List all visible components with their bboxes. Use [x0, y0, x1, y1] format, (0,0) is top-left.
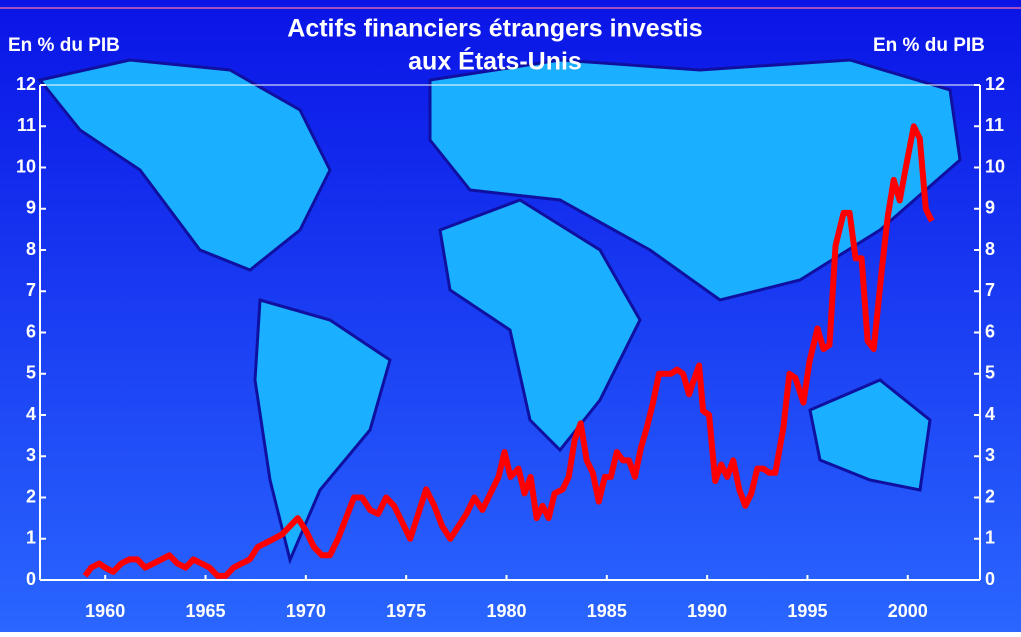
y2-tick-label: 1 — [985, 528, 995, 548]
y-tick-label: 4 — [26, 404, 36, 424]
y-tick-label: 3 — [26, 445, 36, 465]
x-tick-label: 1965 — [186, 601, 226, 621]
y-tick-label: 12 — [16, 74, 36, 94]
y-tick-label: 6 — [26, 321, 36, 341]
y-tick-label: 9 — [26, 198, 36, 218]
y-tick-label: 2 — [26, 486, 36, 506]
world-map — [37, 58, 962, 565]
x-tick-label: 2000 — [888, 601, 928, 621]
x-tick-label: 1990 — [687, 601, 727, 621]
y-tick-label: 10 — [16, 156, 36, 176]
y-tick-label: 11 — [17, 115, 36, 135]
x-tick-label: 1980 — [486, 601, 526, 621]
y-tick-label: 8 — [26, 239, 36, 259]
y2-axis-label: En % du PIB — [873, 35, 985, 56]
y2-tick-label: 9 — [985, 198, 995, 218]
y-tick-label: 7 — [26, 280, 36, 300]
chart-title: Actifs financiers étrangers investis — [287, 15, 702, 43]
y2-tick-label: 3 — [985, 445, 995, 465]
y2-tick-label: 2 — [985, 486, 995, 506]
y2-tick-label: 11 — [985, 115, 1004, 135]
y2-tick-label: 0 — [985, 569, 995, 589]
x-tick-label: 1960 — [85, 601, 125, 621]
x-tick-label: 1975 — [386, 601, 426, 621]
chart-title: aux États-Unis — [408, 47, 582, 76]
y-tick-label: 1 — [26, 528, 36, 548]
data-line — [82, 123, 935, 579]
x-tick-label: 1970 — [286, 601, 326, 621]
y2-tick-label: 12 — [985, 74, 1005, 94]
y2-tick-label: 5 — [985, 363, 995, 383]
y2-tick-label: 7 — [985, 280, 995, 300]
x-tick-label: 1995 — [787, 601, 827, 621]
y-tick-label: 0 — [26, 569, 36, 589]
y2-tick-label: 8 — [985, 239, 995, 259]
y2-tick-label: 10 — [985, 156, 1005, 176]
y-tick-label: 5 — [26, 363, 36, 383]
x-tick-label: 1985 — [587, 601, 627, 621]
y2-tick-label: 6 — [985, 321, 995, 341]
y2-tick-label: 4 — [985, 404, 995, 424]
y-axis-label: En % du PIB — [8, 35, 120, 56]
